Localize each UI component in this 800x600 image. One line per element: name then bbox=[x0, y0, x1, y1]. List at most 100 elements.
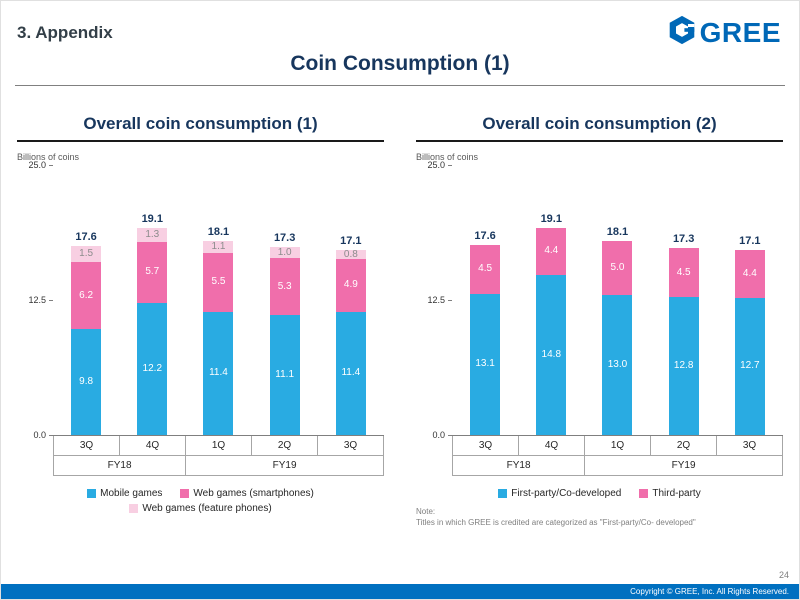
plot-area: 17.6 13.1 4.5 19.1 14.8 4.4 18.1 13.0 5.0 17.3 12.… bbox=[452, 166, 783, 436]
x-axis-table: 3Q 4Q 1Q 2Q 3Q FY18 FY19 bbox=[452, 436, 783, 476]
bar-total-label: 18.1 bbox=[207, 225, 230, 238]
bar-segment-value: 4.5 bbox=[478, 263, 493, 275]
x-axis-quarter-cell: 3Q bbox=[452, 436, 519, 456]
x-axis-fiscal-year-cell: FY18 bbox=[53, 456, 187, 476]
legend-item: Mobile games bbox=[87, 488, 162, 499]
legend-item: First-party/Co-developed bbox=[498, 488, 621, 499]
bar-segment-value: 14.8 bbox=[541, 349, 562, 361]
legend-item: Web games (smartphones) bbox=[180, 488, 314, 499]
bar-segment-value: 1.0 bbox=[277, 246, 292, 258]
bar-segment-value: 12.8 bbox=[673, 359, 694, 371]
bar-segment: 11.1 bbox=[269, 315, 300, 435]
y-axis-tick-label: 0.0 bbox=[432, 430, 452, 440]
x-axis-quarter-cell: 3Q bbox=[717, 436, 783, 456]
section-title: 3. Appendix bbox=[17, 23, 113, 42]
x-axis-table: 3Q 4Q 1Q 2Q 3Q FY18 FY19 bbox=[53, 436, 384, 476]
legend-item: Third-party bbox=[639, 488, 701, 499]
bar-group: 18.1 11.4 5.5 1.1 bbox=[203, 166, 234, 435]
legend-label: Third-party bbox=[652, 488, 701, 499]
bar-segment: 11.4 bbox=[335, 311, 366, 435]
bar-group: 17.1 11.4 4.9 0.8 bbox=[335, 166, 366, 435]
bar-total-label: 19.1 bbox=[540, 212, 562, 225]
x-axis-fiscal-year-row: FY18 FY19 bbox=[452, 456, 783, 476]
y-axis-tick-label: 25.0 bbox=[427, 160, 452, 170]
bar-segment: 13.1 bbox=[470, 293, 501, 435]
bar-segment-value: 11.4 bbox=[209, 367, 228, 379]
bar-group: 18.1 13.0 5.0 bbox=[602, 166, 633, 435]
gree-logo: GREE bbox=[667, 15, 781, 50]
y-axis: 0.0 12.5 25.0 bbox=[416, 160, 452, 440]
bar-total-label: 17.1 bbox=[739, 235, 761, 248]
legend-swatch bbox=[639, 489, 649, 498]
bar-group: 19.1 14.8 4.4 bbox=[536, 166, 567, 435]
bar-segment: 1.0 bbox=[269, 246, 300, 258]
bar-group: 17.3 11.1 5.3 1.0 bbox=[269, 166, 300, 435]
bar-total-label: 17.6 bbox=[75, 231, 97, 244]
x-axis-fiscal-year-row: FY18 FY19 bbox=[53, 456, 384, 476]
footnote-label: Note: bbox=[416, 507, 436, 516]
bar-segment-value: 12.2 bbox=[142, 363, 163, 375]
x-axis-quarter-cell: 4Q bbox=[519, 436, 585, 456]
bar-total-label: 17.3 bbox=[672, 233, 695, 246]
bar-segment-value: 4.4 bbox=[742, 268, 757, 280]
title-divider bbox=[15, 85, 785, 86]
legend-label: Web games (feature phones) bbox=[142, 503, 272, 514]
bar-group: 17.6 9.8 6.2 1.5 bbox=[71, 166, 102, 435]
x-axis-quarter-cell: 2Q bbox=[651, 436, 717, 456]
x-axis-quarter-cell: 3Q bbox=[318, 436, 384, 456]
chart-legend: Mobile games Web games (smartphones) Web g… bbox=[17, 488, 384, 514]
bar-segment: 4.5 bbox=[470, 244, 501, 294]
x-axis-quarter-cell: 1Q bbox=[186, 436, 252, 456]
legend-label: Web games (smartphones) bbox=[193, 488, 314, 499]
bar-group: 17.1 12.7 4.4 bbox=[734, 166, 765, 435]
y-axis-tick-label: 25.0 bbox=[28, 160, 53, 170]
x-axis-quarter-row: 3Q 4Q 1Q 2Q 3Q bbox=[53, 436, 384, 456]
stacked-bar: 12.8 4.5 bbox=[668, 248, 699, 435]
chart-heading: Overall coin consumption (1) bbox=[17, 114, 384, 142]
bar-segment-value: 11.4 bbox=[341, 367, 361, 379]
x-axis-quarter-cell: 1Q bbox=[585, 436, 651, 456]
legend-swatch bbox=[498, 489, 508, 498]
bar-segment-value: 5.7 bbox=[145, 266, 160, 278]
bar-segment-value: 11.1 bbox=[275, 369, 295, 381]
x-axis-fiscal-year-cell: FY18 bbox=[452, 456, 586, 476]
bar-total-label: 17.6 bbox=[474, 229, 496, 242]
bar-segment: 12.8 bbox=[668, 296, 699, 435]
bar-segment: 11.4 bbox=[203, 311, 234, 435]
gree-logo-text: GREE bbox=[699, 16, 781, 48]
legend-swatch bbox=[129, 504, 139, 513]
bar-segment: 6.2 bbox=[71, 262, 102, 330]
x-axis-quarter-cell: 4Q bbox=[120, 436, 186, 456]
bar-segment: 14.8 bbox=[536, 275, 567, 435]
stacked-bar: 12.7 4.4 bbox=[734, 250, 765, 435]
stacked-bar: 12.2 5.7 1.3 bbox=[137, 227, 168, 435]
legend-label: First-party/Co-developed bbox=[511, 488, 622, 499]
stacked-bar: 9.8 6.2 1.5 bbox=[71, 246, 102, 435]
bar-segment: 1.5 bbox=[71, 246, 102, 263]
bar-total-label: 19.1 bbox=[141, 212, 163, 225]
bar-segment-value: 9.8 bbox=[79, 376, 94, 388]
bar-segment: 12.2 bbox=[137, 303, 168, 435]
bar-segment-value: 13.1 bbox=[475, 358, 495, 370]
x-axis-fiscal-year-cell: FY19 bbox=[585, 456, 783, 476]
chart-overall-coin-consumption-2: Overall coin consumption (2) Billions of… bbox=[416, 114, 783, 529]
legend-item: Web games (feature phones) bbox=[129, 503, 272, 514]
bar-segment: 0.8 bbox=[335, 249, 366, 259]
bar-segment-value: 6.2 bbox=[79, 289, 94, 301]
bar-segment-value: 1.5 bbox=[79, 248, 94, 260]
x-axis-fiscal-year-cell: FY19 bbox=[186, 456, 384, 476]
stacked-bar: 13.0 5.0 bbox=[602, 240, 633, 435]
bar-group: 17.3 12.8 4.5 bbox=[668, 166, 699, 435]
bar-segment: 5.7 bbox=[137, 241, 168, 304]
bar-group: 19.1 12.2 5.7 1.3 bbox=[137, 166, 168, 435]
y-axis-tick-label: 12.5 bbox=[28, 295, 53, 305]
x-axis-quarter-cell: 3Q bbox=[53, 436, 120, 456]
y-axis-unit-label: Billions of coins bbox=[17, 152, 80, 162]
bar-segment: 9.8 bbox=[71, 329, 102, 435]
stacked-bar: 13.1 4.5 bbox=[470, 244, 501, 435]
chart-heading: Overall coin consumption (2) bbox=[416, 114, 783, 142]
stacked-bar: 11.4 4.9 0.8 bbox=[335, 249, 366, 435]
bar-segment: 5.0 bbox=[602, 240, 633, 295]
bar-segment: 4.4 bbox=[734, 250, 765, 298]
copyright-text: Copyright © GREE, Inc. All Rights Reserv… bbox=[630, 587, 789, 596]
